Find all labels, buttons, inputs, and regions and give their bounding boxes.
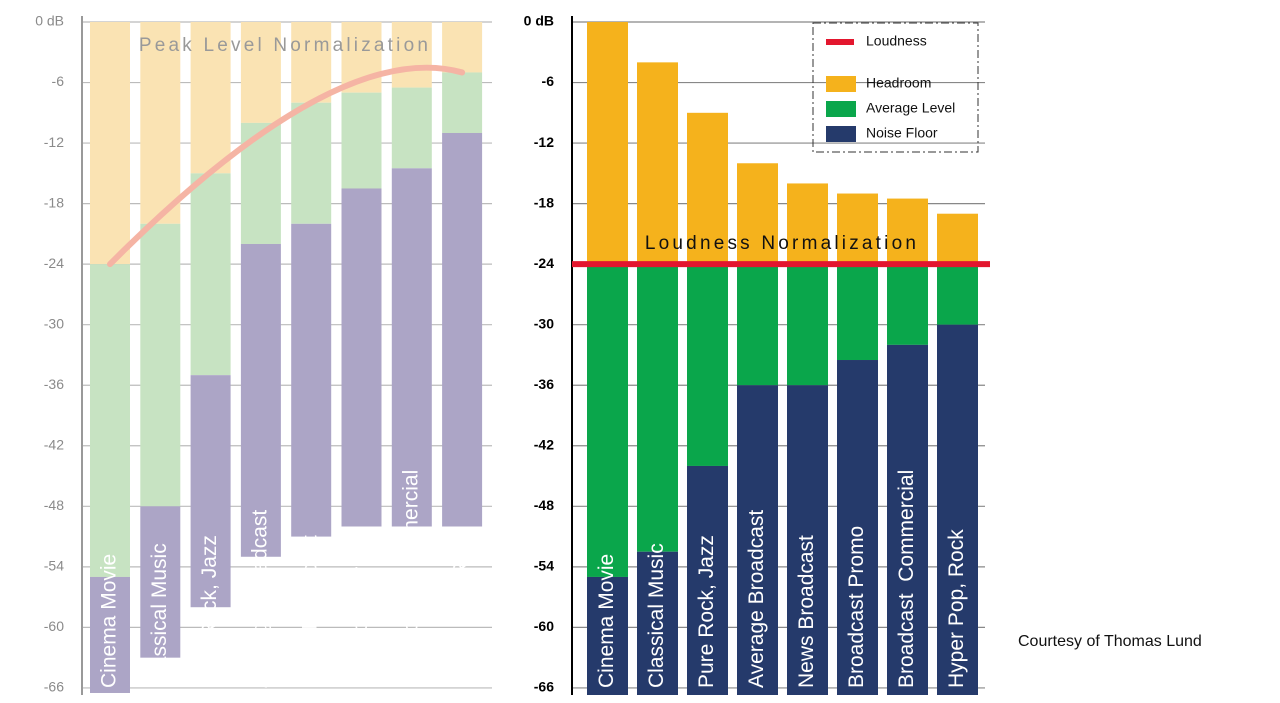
y-tick-label: -54	[534, 558, 554, 574]
legend-swatch	[826, 76, 856, 92]
bar-segment	[190, 22, 231, 174]
bar-segment	[587, 264, 628, 577]
loudness-curve	[107, 64, 466, 268]
bar-segment	[687, 465, 728, 695]
category-label: News Broadcast	[299, 535, 322, 688]
category-label: Classical Music	[645, 543, 668, 688]
y-tick-label: -60	[534, 618, 554, 634]
category-label: Average Broadcast	[745, 510, 768, 688]
bar-segment	[587, 22, 628, 265]
credit: Courtesy of Thomas Lund	[1018, 633, 1202, 650]
bar-segment	[937, 324, 978, 695]
category-label: Average Broadcast	[248, 510, 271, 688]
bar-segment	[737, 163, 778, 265]
legend-label: Noise Floor	[866, 125, 938, 141]
bar-segment	[887, 198, 928, 265]
y-tick-label: -36	[534, 376, 554, 392]
bar-segment	[442, 132, 483, 527]
category-label: News Broadcast	[795, 535, 818, 688]
legend-label: Average Level	[866, 100, 955, 116]
bar-segment	[837, 264, 878, 361]
bar-segment	[687, 264, 728, 466]
category-label: Pure Rock, Jazz	[695, 535, 718, 688]
category-label: Broadcast Commercial	[895, 470, 918, 688]
y-tick-label: -36	[44, 376, 64, 392]
bar-segment	[687, 112, 728, 265]
bar-segment	[341, 188, 382, 527]
bar-segment	[737, 385, 778, 695]
y-tick-label: -66	[44, 679, 64, 695]
y-tick-label: -12	[44, 134, 64, 150]
y-tick-label: -18	[44, 194, 64, 210]
category-label: Hyper Pop, Rock	[450, 529, 473, 688]
bar-segment	[837, 360, 878, 695]
bar-segment	[190, 173, 231, 376]
y-tick-label: -6	[52, 73, 65, 89]
y-tick-label: -48	[534, 497, 554, 513]
bar-segment	[90, 22, 130, 265]
bar-segment	[391, 87, 432, 169]
legend-box	[812, 22, 979, 153]
bar-segment	[140, 223, 181, 507]
legend-label: Loudness	[866, 33, 927, 49]
y-tick-label: -60	[44, 618, 64, 634]
y-tick-label: -6	[542, 73, 555, 89]
bar-segment	[391, 168, 432, 527]
bar-segment	[190, 375, 231, 608]
bar-segment	[291, 102, 332, 224]
y-tick-label: -24	[534, 255, 554, 271]
category-label: Broadcast Promo	[349, 526, 372, 688]
category-label: Broadcast Commercial	[399, 470, 422, 688]
y-tick-label: 0 dB	[524, 13, 554, 29]
legend-swatch	[826, 101, 856, 117]
bar-segment	[637, 551, 678, 695]
bar-segment	[737, 264, 778, 386]
bar-segment	[291, 22, 332, 103]
y-tick-label: -24	[44, 255, 64, 271]
bar-segment	[887, 344, 928, 695]
bar-segment	[442, 72, 483, 133]
legend-label: Headroom	[866, 75, 931, 91]
bar-segment	[391, 22, 432, 88]
y-tick-label: -54	[44, 558, 64, 574]
bar-segment	[140, 506, 181, 658]
bar-segment	[442, 22, 483, 73]
bar-segment	[937, 264, 978, 325]
bar-segment	[240, 22, 281, 123]
category-label: Hyper Pop, Rock	[945, 529, 968, 688]
y-tick-label: -18	[534, 194, 554, 210]
y-tick-label: -48	[44, 497, 64, 513]
bar-segment	[587, 576, 628, 695]
bar-segment	[240, 243, 281, 557]
category-label: Cinema Movie	[98, 554, 121, 688]
bar-segment	[637, 62, 678, 265]
category-label: Classical Music	[148, 543, 171, 688]
bar-segment	[787, 385, 828, 695]
bar-segment	[787, 264, 828, 386]
y-tick-label: -30	[534, 315, 554, 331]
y-tick-label: -42	[44, 436, 64, 452]
y-tick-label: -42	[534, 436, 554, 452]
y-tick-label: 0 dB	[35, 13, 64, 29]
annotation: Loudness Normalization	[645, 233, 919, 254]
bar-segment	[341, 92, 382, 189]
bar-segment	[887, 264, 928, 345]
y-tick-label: -12	[534, 134, 554, 150]
bar-segment	[637, 264, 678, 552]
category-label: Pure Rock, Jazz	[198, 535, 221, 688]
category-label: Broadcast Promo	[845, 526, 868, 688]
category-label: Cinema Movie	[595, 554, 618, 688]
y-tick-label: -66	[534, 679, 554, 695]
bar-segment	[90, 576, 130, 693]
legend-swatch	[826, 126, 856, 142]
bar-segment	[837, 193, 878, 265]
annotation: Peak Level Normalization	[139, 35, 431, 56]
bar-segment	[937, 213, 978, 265]
bar-segment	[90, 264, 130, 577]
bar-segment	[787, 183, 828, 265]
bar-segment	[291, 223, 332, 537]
y-tick-label: -30	[44, 315, 64, 331]
bar-segment	[140, 22, 181, 224]
